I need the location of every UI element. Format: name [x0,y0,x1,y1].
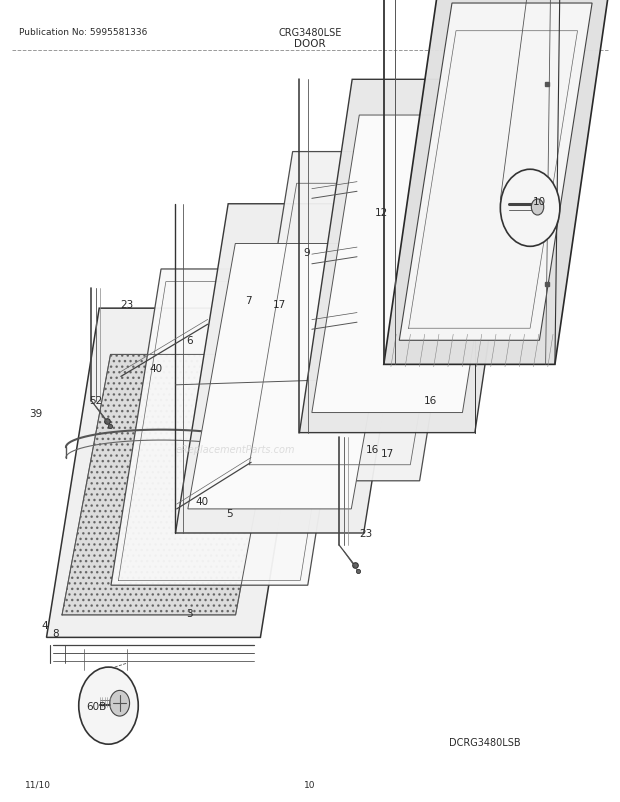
Text: 17: 17 [381,448,394,458]
Circle shape [500,170,560,247]
Text: 39: 39 [29,408,43,418]
Text: Publication No: 5995581336: Publication No: 5995581336 [19,28,147,38]
Polygon shape [240,152,472,481]
Text: 8: 8 [53,629,59,638]
Text: 40: 40 [195,496,208,506]
Text: 23: 23 [359,529,373,538]
Polygon shape [312,115,510,413]
Text: 9: 9 [304,248,310,257]
Text: DCRG3480LSB: DCRG3480LSB [450,737,521,747]
Text: 3: 3 [186,609,192,618]
Text: CRG3480LSE: CRG3480LSE [278,28,342,38]
Text: 60B: 60B [86,701,106,711]
Text: 16: 16 [424,396,438,406]
Text: 16: 16 [365,444,379,454]
Text: 5: 5 [226,508,232,518]
Polygon shape [188,244,399,509]
Text: 10: 10 [304,780,316,789]
Polygon shape [46,309,313,638]
Polygon shape [384,0,613,365]
Polygon shape [111,269,358,585]
Text: 10: 10 [533,197,546,207]
Circle shape [531,200,544,216]
Text: 6: 6 [186,336,192,346]
Text: 12: 12 [374,208,388,217]
Text: 4: 4 [42,621,48,630]
Text: 7: 7 [245,296,251,306]
Polygon shape [399,4,592,341]
Text: eReplacementParts.com: eReplacementParts.com [176,444,295,454]
Text: 40: 40 [149,364,163,374]
Text: 11/10: 11/10 [25,780,51,789]
Circle shape [79,667,138,744]
Polygon shape [299,80,528,433]
Text: 17: 17 [272,300,286,310]
Polygon shape [62,355,284,615]
Text: 52: 52 [89,396,103,406]
Text: 23: 23 [120,300,134,310]
Circle shape [110,691,130,716]
Polygon shape [175,205,417,533]
Text: DOOR: DOOR [294,39,326,49]
